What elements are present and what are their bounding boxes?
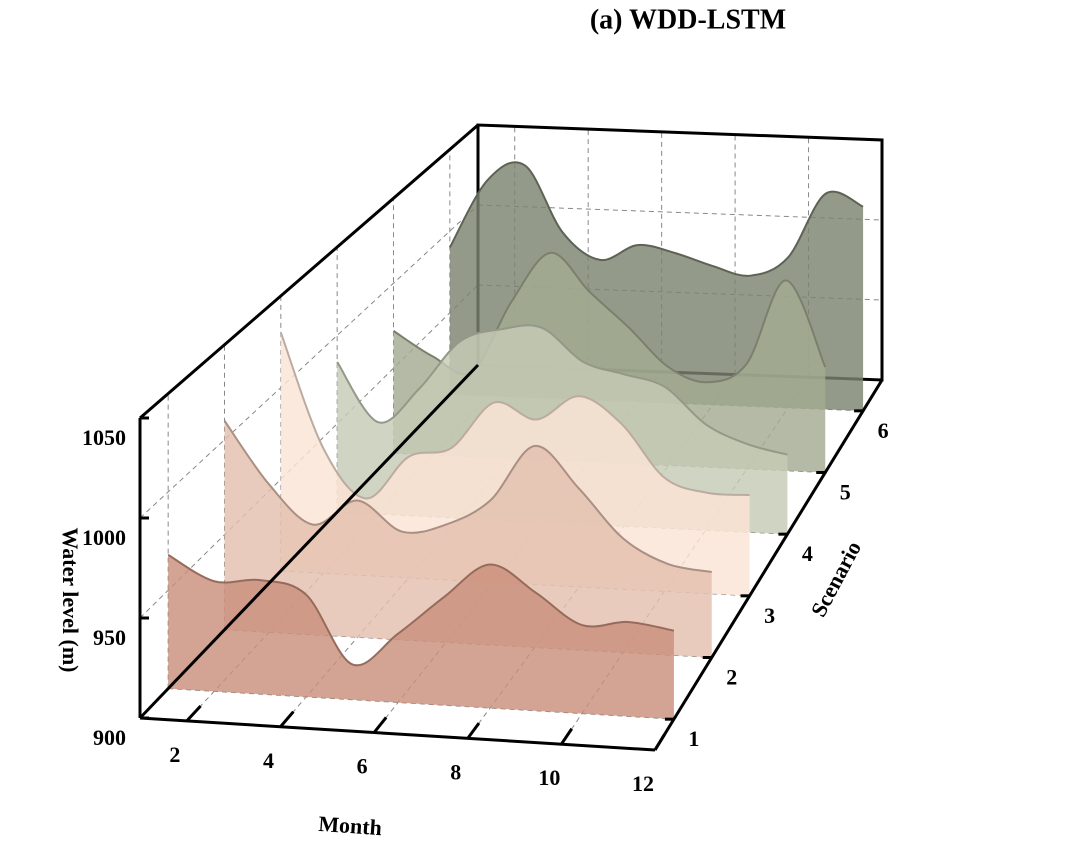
axis-line [139, 716, 656, 752]
z-tick-label: 2 [726, 665, 737, 690]
chart-title: (a) WDD-LSTM [590, 4, 786, 35]
z-tick-label: 4 [802, 541, 813, 566]
axis-line [653, 379, 884, 751]
x-tick-label: 12 [632, 771, 654, 796]
x-axis-title: Month [318, 811, 383, 840]
ridge-line [167, 553, 675, 667]
ridges [167, 161, 864, 720]
x-tick [560, 727, 573, 746]
y-tick-label: 1000 [82, 525, 126, 550]
x-tick [279, 710, 295, 728]
axis-line [138, 363, 480, 720]
ridge-line [223, 420, 712, 573]
ridge-line [336, 324, 788, 456]
ridge-line [279, 332, 750, 500]
x-tick [372, 716, 388, 734]
z-axis-title: Scenario [806, 537, 867, 621]
y-tick-label: 900 [93, 725, 126, 750]
x-tick-label: 2 [169, 742, 180, 767]
x-tick-label: 8 [450, 759, 461, 784]
x-tick [653, 733, 666, 751]
y-tick-label: 950 [93, 625, 126, 650]
axis-line [139, 123, 479, 420]
ridge-area [168, 554, 674, 720]
y-axis-title: Water level (m) [58, 528, 83, 673]
x-tick [466, 722, 481, 740]
x-tick-label: 4 [263, 748, 274, 773]
ridge-area [224, 420, 712, 658]
ridge-line [448, 161, 864, 277]
x-tick [185, 704, 202, 722]
grid-line [139, 204, 479, 519]
z-tick-label: 5 [840, 480, 851, 505]
y-tick-label: 1050 [82, 425, 126, 450]
z-tick-label: 1 [688, 726, 699, 751]
x-tick-label: 6 [357, 754, 368, 779]
z-tick-label: 6 [878, 418, 889, 443]
x-tick-label: 10 [538, 765, 560, 790]
z-tick-label: 3 [764, 603, 775, 628]
